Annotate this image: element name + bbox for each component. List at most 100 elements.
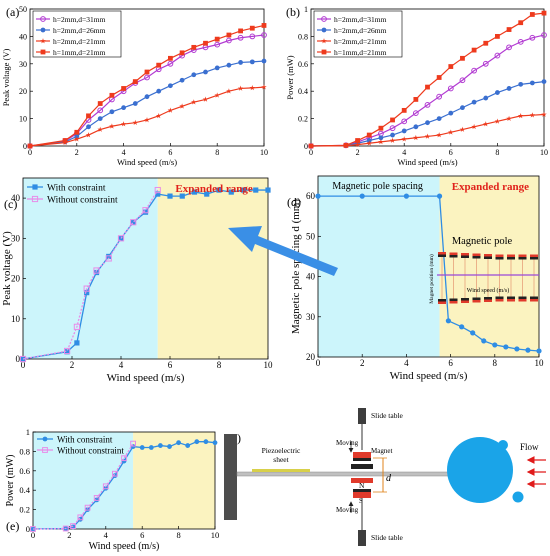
panel-a: (a) 0 2 4 6 8 10 0 10 20 30 40 50 Wind speed (m/s) Pe… [1, 5, 268, 167]
data-point [142, 209, 149, 215]
data-point [70, 523, 76, 529]
inset-magnet-top [449, 252, 458, 255]
data-point [483, 95, 489, 101]
data-point [85, 132, 92, 138]
data-point [106, 253, 112, 260]
data-point [84, 504, 91, 511]
data-point [447, 85, 454, 92]
x-tick-label: 6 [168, 148, 172, 157]
data-point [389, 125, 396, 132]
normal-range-region [318, 176, 440, 357]
magnet-bottom-s [353, 489, 371, 492]
data-point [506, 44, 512, 51]
data-point [226, 62, 232, 68]
data-point [105, 255, 112, 262]
inset-magnet-top [438, 252, 446, 255]
data-point [378, 135, 384, 141]
data-point [130, 219, 136, 225]
data-point [109, 92, 115, 98]
legend-label: h=2mm,d=31mm [334, 15, 387, 24]
inset-magnet-top [530, 257, 538, 260]
normal-range-region [23, 178, 158, 359]
y-tick-label: 40 [306, 272, 316, 282]
x-tick-label: 2 [70, 360, 75, 370]
x-tick-label: 4 [122, 148, 126, 157]
data-point [86, 124, 91, 130]
legend-label: h=1mm,d=21mm [334, 48, 387, 57]
y-tick-label: 0.6 [298, 60, 308, 69]
data-point [529, 34, 536, 41]
x-tick-label: 6 [449, 148, 453, 157]
data-point [355, 138, 360, 143]
panel-b: (b) 0 2 4 6 8 10 0 0.2 0.4 0.6 0.8 1 Wind speed (m/s… [285, 5, 548, 167]
data-point [425, 84, 430, 90]
data-point [506, 27, 512, 32]
data-point [117, 235, 125, 242]
data-point [19, 355, 27, 363]
data-point [390, 132, 395, 138]
moving-bottom-label: Moving [336, 506, 359, 514]
data-point [448, 110, 454, 116]
y-tick-label: 30 [11, 233, 21, 243]
legend-label: Without constraint [57, 446, 124, 456]
data-point [237, 85, 244, 91]
data-point [237, 34, 244, 41]
data-point [424, 102, 431, 108]
inset-magnet-top [507, 254, 515, 257]
data-point [226, 37, 232, 44]
legend-label: With constraint [57, 435, 113, 445]
slide-table-top-label: Slide table [371, 411, 404, 420]
slide-table-bottom [358, 530, 366, 546]
data-point [413, 97, 419, 102]
schematic-panel-f: (f) Piezoelectric sheet Slide table Movi… [224, 408, 546, 546]
inset-magnet-top [495, 254, 504, 257]
y-tick-label: 1 [26, 427, 30, 437]
data-point [214, 92, 220, 98]
x-axis-label: Wind speed (m/s) [89, 541, 160, 552]
inset-magnet-bottom [449, 298, 458, 301]
data-point [471, 47, 477, 53]
data-point [471, 99, 477, 105]
data-point [448, 64, 454, 69]
data-point [203, 439, 209, 445]
data-point [514, 346, 520, 352]
data-point [378, 125, 384, 131]
y-tick-label: 50 [19, 5, 27, 14]
data-point [97, 116, 103, 121]
inset-magnet-bottom [530, 299, 538, 302]
x-tick-label: 2 [356, 148, 360, 157]
data-point [214, 36, 220, 42]
data-point [64, 349, 70, 355]
data-point [31, 195, 39, 203]
x-tick-label: 0 [21, 360, 26, 370]
data-point [167, 193, 173, 199]
data-point [492, 342, 498, 348]
y-tick-label: 0 [23, 142, 27, 151]
x-tick-label: 8 [495, 148, 499, 157]
data-point [541, 32, 547, 38]
data-point [191, 189, 198, 195]
data-point [93, 269, 100, 276]
data-point [249, 33, 256, 40]
inset-magnet-bottom [438, 301, 446, 304]
data-point [506, 86, 512, 91]
data-point [343, 142, 349, 148]
data-point [204, 191, 210, 197]
piezoelectric-sheet [252, 469, 310, 472]
x-tick-label: 2 [360, 358, 365, 368]
x-tick-label: 0 [309, 148, 313, 157]
data-point [536, 348, 542, 354]
data-point [261, 58, 267, 64]
data-point [40, 38, 46, 44]
data-point [436, 75, 442, 80]
y-tick-label: 0.2 [298, 115, 308, 124]
inset-y-label: Magnet position (mm) [428, 254, 435, 304]
panel-label: (d) [287, 195, 301, 209]
data-point [203, 69, 208, 75]
data-point [32, 184, 38, 190]
data-point [265, 187, 271, 193]
data-point [86, 113, 91, 119]
data-point [445, 318, 451, 324]
data-point [413, 124, 419, 130]
